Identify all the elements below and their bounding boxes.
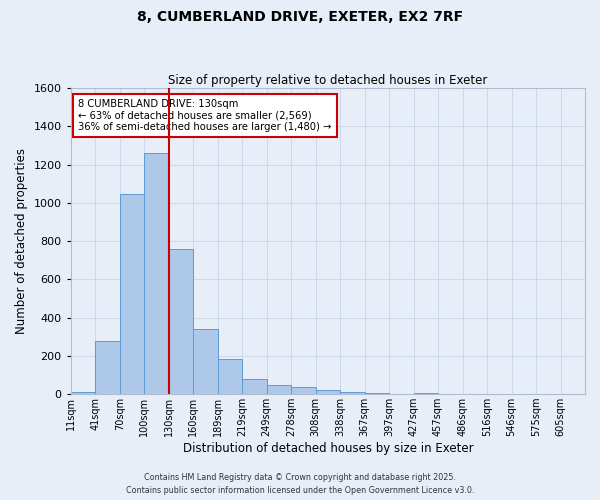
Bar — [71, 392, 95, 394]
Bar — [95, 340, 119, 394]
Bar — [266, 385, 291, 394]
Bar — [218, 359, 242, 394]
Bar — [365, 393, 389, 394]
Bar — [193, 329, 218, 394]
Title: Size of property relative to detached houses in Exeter: Size of property relative to detached ho… — [168, 74, 488, 87]
Bar — [340, 392, 365, 394]
Bar — [144, 153, 169, 394]
Y-axis label: Number of detached properties: Number of detached properties — [15, 148, 28, 334]
X-axis label: Distribution of detached houses by size in Exeter: Distribution of detached houses by size … — [182, 442, 473, 455]
Text: Contains HM Land Registry data © Crown copyright and database right 2025.
Contai: Contains HM Land Registry data © Crown c… — [126, 474, 474, 495]
Text: 8 CUMBERLAND DRIVE: 130sqm
← 63% of detached houses are smaller (2,569)
36% of s: 8 CUMBERLAND DRIVE: 130sqm ← 63% of deta… — [79, 99, 332, 132]
Bar — [169, 249, 193, 394]
Text: 8, CUMBERLAND DRIVE, EXETER, EX2 7RF: 8, CUMBERLAND DRIVE, EXETER, EX2 7RF — [137, 10, 463, 24]
Bar — [316, 390, 340, 394]
Bar — [119, 194, 144, 394]
Bar — [291, 387, 316, 394]
Bar — [242, 379, 266, 394]
